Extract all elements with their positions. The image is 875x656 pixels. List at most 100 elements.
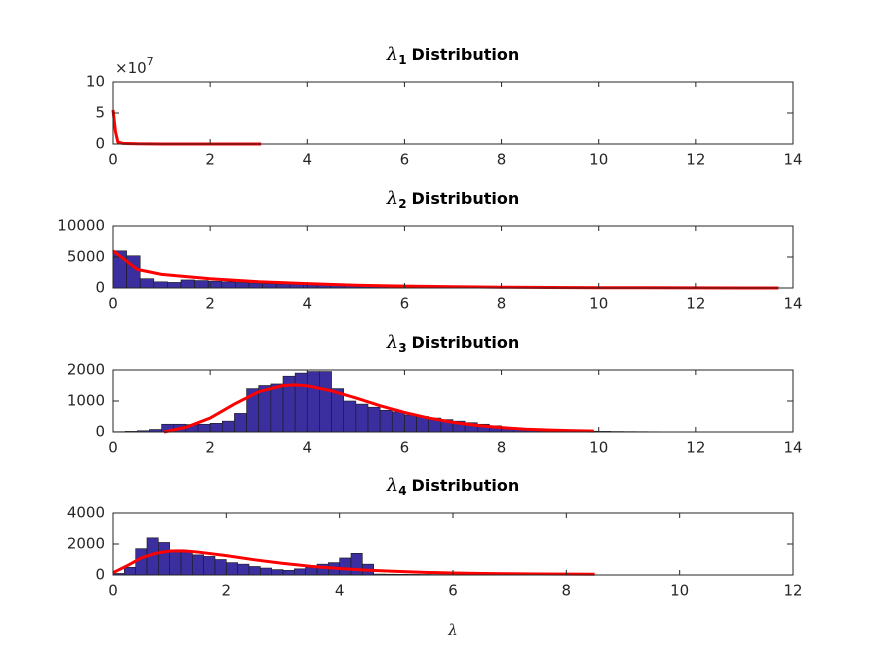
x-axis-label: λ bbox=[447, 621, 458, 639]
x-tick-label: 4 bbox=[303, 439, 313, 457]
histogram-bar bbox=[221, 281, 236, 289]
histogram-bar bbox=[214, 559, 227, 576]
fit-curve bbox=[112, 549, 595, 576]
title-symbol: λ bbox=[386, 44, 398, 65]
histogram-bar bbox=[282, 570, 295, 576]
x-tick-label: 8 bbox=[497, 151, 507, 169]
histogram-bar bbox=[226, 562, 238, 576]
x-tick-label: 8 bbox=[497, 439, 507, 457]
x-tick-label: 14 bbox=[783, 295, 802, 313]
title-text: Distribution bbox=[412, 476, 520, 495]
histogram-bar bbox=[404, 414, 417, 433]
y-tick-label: 2000 bbox=[67, 535, 105, 553]
axes-background bbox=[113, 226, 793, 288]
x-tick-label: 6 bbox=[400, 439, 410, 457]
histogram-bar bbox=[270, 383, 284, 433]
chart-title: λ4 Distribution bbox=[386, 475, 519, 498]
histogram-bar bbox=[391, 411, 405, 433]
x-tick-label: 4 bbox=[303, 295, 313, 313]
histogram-bar bbox=[126, 255, 141, 289]
histogram-bar bbox=[275, 283, 291, 289]
y-tick-label: 0 bbox=[95, 423, 105, 441]
y-tick-label: 0 bbox=[95, 279, 105, 297]
chart-title: λ3 Distribution bbox=[386, 332, 519, 355]
x-tick-label: 0 bbox=[108, 151, 118, 169]
histogram-bar bbox=[294, 372, 308, 433]
title-subscript: 1 bbox=[398, 53, 406, 67]
x-tick-label: 10 bbox=[589, 439, 608, 457]
histogram-bar bbox=[319, 371, 332, 433]
x-tick-label: 8 bbox=[562, 582, 572, 600]
histogram-bar bbox=[260, 567, 272, 576]
title-text: Distribution bbox=[412, 333, 520, 352]
title-subscript: 4 bbox=[398, 484, 406, 498]
histogram-bar bbox=[139, 278, 155, 289]
title-subscript: 2 bbox=[398, 197, 406, 211]
y-tick-label: 1000 bbox=[67, 392, 105, 410]
histogram-bar bbox=[180, 279, 195, 289]
histogram-bar bbox=[192, 554, 204, 576]
y-tick-label: 5000 bbox=[67, 248, 105, 266]
histogram-bar bbox=[234, 413, 247, 433]
x-tick-label: 12 bbox=[686, 295, 705, 313]
histogram-bar bbox=[339, 557, 352, 576]
histogram-bar bbox=[237, 563, 250, 576]
histogram-bar bbox=[203, 556, 216, 576]
x-tick-label: 10 bbox=[589, 151, 608, 169]
y-multiplier: ×107 bbox=[115, 55, 154, 77]
y-tick-label: 4000 bbox=[67, 504, 105, 522]
x-tick-label: 0 bbox=[108, 582, 118, 600]
histogram-bar bbox=[194, 280, 209, 289]
chart-title: λ2 Distribution bbox=[386, 188, 519, 211]
x-tick-label: 10 bbox=[589, 295, 608, 313]
histogram-bar bbox=[350, 552, 363, 576]
x-tick-label: 12 bbox=[686, 151, 705, 169]
multiplier-exponent: 7 bbox=[147, 55, 154, 68]
title-symbol: λ bbox=[386, 332, 398, 353]
histogram-bar bbox=[235, 282, 250, 289]
histogram-bar bbox=[343, 400, 357, 433]
x-tick-label: 14 bbox=[783, 439, 802, 457]
histogram-bar bbox=[180, 551, 193, 576]
histogram-bar bbox=[367, 406, 381, 433]
histogram-bar bbox=[355, 403, 369, 433]
y-tick-label: 0 bbox=[95, 135, 105, 153]
x-tick-label: 12 bbox=[783, 582, 802, 600]
x-tick-label: 2 bbox=[205, 295, 215, 313]
x-tick-label: 4 bbox=[303, 151, 313, 169]
title-text: Distribution bbox=[412, 45, 520, 64]
histogram-bar bbox=[209, 423, 223, 433]
y-tick-label: 5 bbox=[95, 104, 105, 122]
histogram-bar bbox=[294, 568, 306, 576]
x-tick-label: 0 bbox=[108, 295, 118, 313]
histogram-bar bbox=[379, 409, 393, 433]
y-tick-label: 10000 bbox=[57, 217, 105, 235]
histogram-bar bbox=[197, 423, 211, 433]
multiplier-base: ×10 bbox=[115, 59, 147, 77]
title-symbol: λ bbox=[386, 188, 398, 209]
x-tick-label: 4 bbox=[335, 582, 345, 600]
x-tick-label: 2 bbox=[205, 151, 215, 169]
histogram-bar bbox=[167, 282, 182, 289]
histogram-bar bbox=[158, 542, 170, 576]
y-tick-label: 10 bbox=[86, 73, 105, 91]
title-symbol: λ bbox=[386, 475, 398, 496]
histogram-bar bbox=[124, 566, 136, 576]
title-subscript: 3 bbox=[398, 341, 406, 355]
x-tick-label: 8 bbox=[497, 295, 507, 313]
x-tick-label: 12 bbox=[686, 439, 705, 457]
chart-title: λ1 Distribution bbox=[386, 44, 519, 67]
x-tick-label: 2 bbox=[222, 582, 232, 600]
fit-curve bbox=[163, 383, 594, 434]
x-tick-label: 6 bbox=[400, 151, 410, 169]
histogram-bar bbox=[248, 566, 261, 576]
x-tick-label: 6 bbox=[400, 295, 410, 313]
y-tick-label: 2000 bbox=[67, 361, 105, 379]
x-tick-label: 0 bbox=[108, 439, 118, 457]
y-tick-label: 0 bbox=[95, 566, 105, 584]
x-tick-label: 10 bbox=[670, 582, 689, 600]
axes-background bbox=[113, 82, 793, 144]
histogram-bar bbox=[305, 566, 318, 576]
histogram-bar bbox=[262, 283, 277, 289]
